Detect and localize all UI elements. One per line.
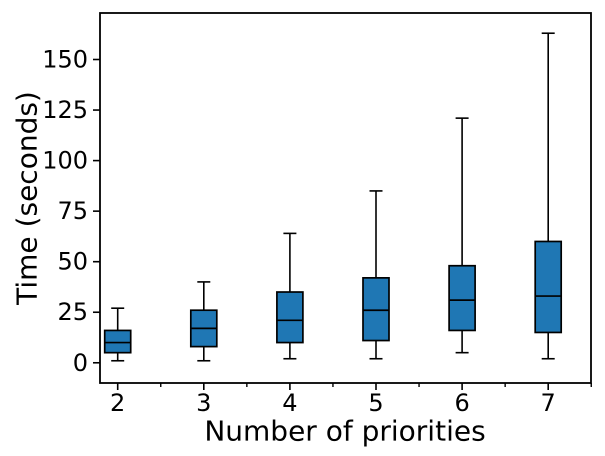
x-tick-label: 7 [541, 389, 556, 417]
box [448, 264, 476, 332]
x-axis-label: Number of priorities [204, 414, 486, 448]
box [362, 277, 390, 342]
plot-spines [99, 12, 592, 384]
x-tick-label: 4 [282, 389, 297, 417]
box [534, 240, 563, 334]
y-tick-label: 50 [57, 248, 88, 276]
y-tick-label: 75 [57, 197, 88, 225]
y-axis-label: Time (seconds) [10, 91, 44, 305]
box [276, 291, 304, 344]
x-tick-label: 3 [196, 389, 211, 417]
y-tick-label: 150 [42, 46, 88, 74]
x-tick-label: 5 [368, 389, 383, 417]
y-tick-label: 100 [42, 147, 88, 175]
y-tick-label: 125 [42, 96, 88, 124]
box [103, 329, 132, 354]
x-tick-label: 6 [454, 389, 469, 417]
x-tick-label: 2 [110, 389, 125, 417]
y-tick-label: 25 [57, 298, 88, 326]
y-tick-label: 0 [73, 349, 88, 377]
